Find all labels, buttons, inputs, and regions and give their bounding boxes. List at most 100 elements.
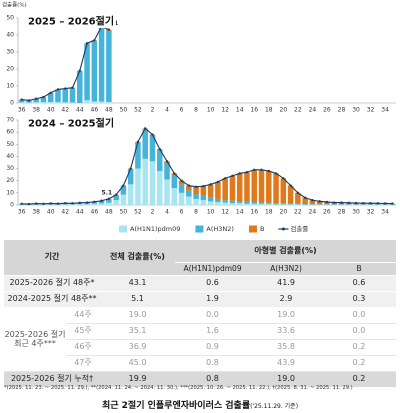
row-label: 45주 bbox=[66, 323, 101, 340]
bar-segment bbox=[84, 43, 90, 101]
legend-label: 검출률 bbox=[290, 224, 308, 233]
line-marker bbox=[34, 202, 38, 205]
line-marker bbox=[78, 201, 81, 205]
value-cell: 5.1 bbox=[100, 291, 176, 308]
bar-segment bbox=[120, 194, 127, 205]
bar-segment bbox=[62, 102, 69, 103]
bar-segment bbox=[164, 162, 170, 180]
bar-segment bbox=[149, 135, 156, 162]
bar-segment bbox=[295, 192, 301, 204]
bar-segment bbox=[251, 201, 258, 204]
bar-segment bbox=[18, 102, 25, 103]
bar-segment bbox=[164, 179, 170, 205]
bar-segment bbox=[149, 161, 156, 205]
y-tick-label: 50 bbox=[6, 15, 14, 22]
line-marker bbox=[20, 98, 23, 101]
line-marker bbox=[85, 201, 89, 204]
bar-segment bbox=[244, 172, 250, 202]
bar-segment bbox=[98, 27, 105, 102]
title-bg bbox=[24, 117, 116, 130]
line-marker bbox=[376, 202, 380, 205]
bar-segment bbox=[186, 190, 192, 197]
line-marker bbox=[267, 169, 270, 173]
line-marker bbox=[107, 197, 111, 201]
line-marker bbox=[49, 91, 52, 95]
y-tick-label: 30 bbox=[6, 165, 14, 172]
line-marker bbox=[56, 202, 60, 205]
y-tick-label: 40 bbox=[6, 153, 14, 160]
x-tick-label: 16 bbox=[250, 209, 258, 216]
line bbox=[21, 127, 393, 205]
value-cell: 33.6 bbox=[250, 323, 323, 340]
bar-segment bbox=[287, 185, 294, 204]
x-tick-label: 50 bbox=[120, 107, 128, 114]
x-tick-label: 48 bbox=[105, 107, 113, 114]
line-marker bbox=[78, 69, 81, 72]
group-row: 2025-2026 절기 최근 4주*** 44주 19.0 0.0 19.0 0.0 bbox=[4, 307, 397, 372]
x-tick-label: 40 bbox=[47, 209, 55, 216]
x-tick-label: 2 bbox=[151, 107, 155, 114]
x-tick-label: 38 bbox=[32, 107, 40, 114]
bar-segment bbox=[280, 204, 287, 205]
bar-segment bbox=[171, 173, 178, 176]
bar-segment bbox=[186, 196, 192, 205]
x-tick-label: 32 bbox=[367, 209, 375, 216]
bar-segment bbox=[33, 102, 39, 103]
x-tick-label: 26 bbox=[323, 107, 331, 114]
bar-segment bbox=[229, 175, 236, 201]
x-tick-label: 42 bbox=[61, 107, 69, 114]
header-cell: 아형별 검출률(%) bbox=[175, 240, 397, 263]
bar-segment bbox=[258, 169, 265, 203]
bar-segment bbox=[273, 173, 279, 204]
line-marker bbox=[71, 202, 74, 205]
value-cell: 0.2 bbox=[322, 355, 397, 372]
line-marker bbox=[187, 184, 191, 187]
value-cell: 1.6 bbox=[175, 323, 251, 340]
value-cell: 0.8 bbox=[175, 355, 251, 372]
bar-segment bbox=[222, 200, 228, 203]
bar-segment bbox=[127, 169, 134, 185]
line-marker bbox=[158, 147, 161, 151]
x-tick-label: 42 bbox=[61, 209, 69, 216]
bar-segment bbox=[91, 40, 98, 102]
row-label: 2024-2025 절기 48주** bbox=[4, 291, 101, 308]
bar-segment bbox=[266, 171, 272, 203]
value-cell: 0.0 bbox=[322, 323, 397, 340]
bar-segment bbox=[287, 203, 294, 205]
x-tick-label: 22 bbox=[294, 209, 302, 216]
line-marker bbox=[20, 202, 23, 205]
bar-segment bbox=[127, 184, 134, 205]
bar-segment bbox=[200, 200, 207, 205]
bar-segment bbox=[236, 201, 243, 204]
group-row: 47주 45.0 0.8 43.9 0.2 bbox=[4, 355, 397, 372]
y-tick-label: 50 bbox=[6, 141, 14, 148]
x-tick-label: 16 bbox=[250, 107, 258, 114]
bar-segment bbox=[142, 129, 148, 159]
x-tick-label: 44 bbox=[76, 209, 84, 216]
bar-segment bbox=[295, 204, 301, 205]
x-tick-label: 26 bbox=[323, 209, 331, 216]
y-tick-label: 10 bbox=[6, 83, 14, 90]
legend-marker bbox=[281, 227, 285, 231]
x-tick-label: 52 bbox=[134, 107, 142, 114]
line-marker bbox=[85, 42, 89, 45]
bar-segment bbox=[229, 200, 236, 204]
line-marker bbox=[209, 183, 212, 186]
subheader-cell: B bbox=[322, 262, 397, 276]
bar-segment bbox=[273, 203, 279, 205]
line-marker bbox=[165, 160, 169, 163]
bar-segment bbox=[244, 201, 250, 204]
bar-segment bbox=[178, 180, 185, 185]
bar-segment bbox=[353, 204, 359, 205]
bar-segment bbox=[55, 102, 61, 103]
x-tick-label: 20 bbox=[280, 107, 288, 114]
value-cell: 19.9 bbox=[100, 371, 176, 388]
line-marker bbox=[100, 199, 103, 202]
line-marker bbox=[325, 200, 329, 204]
bar-segment bbox=[77, 70, 83, 103]
bar-segment bbox=[106, 199, 112, 203]
x-tick-label: 46 bbox=[91, 107, 99, 114]
bar-segment bbox=[200, 195, 207, 201]
x-tick-label: 52 bbox=[134, 209, 142, 216]
x-tick-label: 36 bbox=[18, 209, 26, 216]
